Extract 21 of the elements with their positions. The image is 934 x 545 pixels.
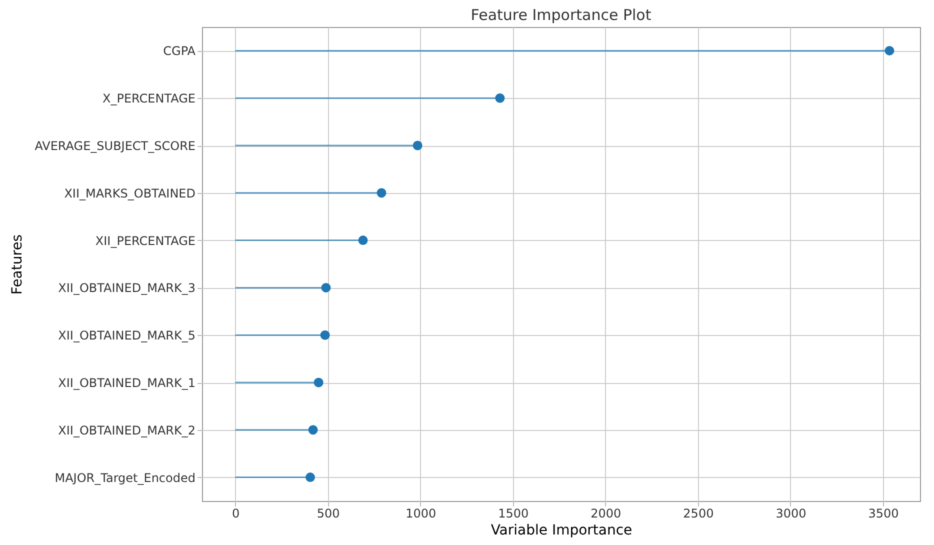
y-tick-label: CGPA: [163, 44, 196, 58]
y-tick-label: XII_MARKS_OBTAINED: [64, 186, 196, 200]
y-tick-label: XII_OBTAINED_MARK_2: [58, 423, 196, 438]
x-tick-label: 2000: [590, 506, 622, 520]
chart-title: Feature Importance Plot: [470, 6, 652, 24]
x-tick-label: 0: [232, 506, 240, 520]
y-tick-label: XII_OBTAINED_MARK_3: [58, 281, 196, 296]
x-axis-title: Variable Importance: [490, 522, 632, 538]
y-tick-label: X_PERCENTAGE: [102, 92, 196, 106]
x-tick-label: 3500: [868, 506, 899, 520]
y-tick-label: XII_OBTAINED_MARK_5: [58, 328, 196, 343]
x-tick-label: 500: [316, 506, 340, 520]
y-axis-title: Features: [10, 234, 26, 295]
x-tick-label: 1000: [406, 506, 436, 520]
y-tick-label: AVERAGE_SUBJECT_SCORE: [34, 139, 196, 153]
x-tick-label: 1500: [498, 506, 529, 520]
y-tick-label: XII_OBTAINED_MARK_1: [58, 376, 196, 390]
y-tick-label: MAJOR_Target_Encoded: [54, 470, 196, 485]
y-tick-label: XII_PERCENTAGE: [95, 234, 196, 248]
x-tick-label: 3000: [776, 506, 806, 520]
x-tick-label: 2500: [683, 506, 714, 520]
